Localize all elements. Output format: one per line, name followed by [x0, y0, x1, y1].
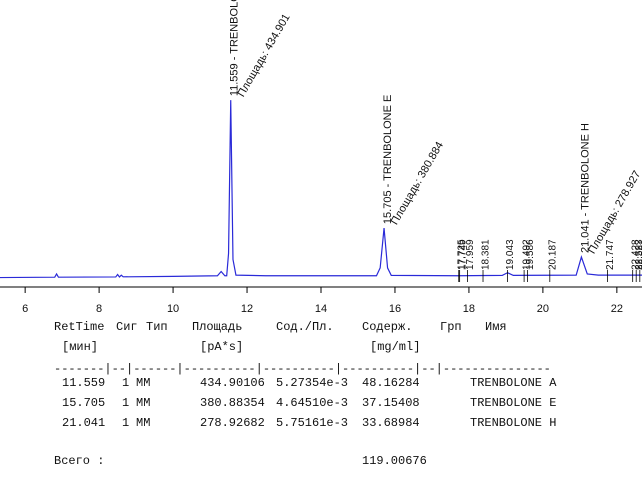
separator: -------|--|------|----------|----------|…: [54, 362, 551, 376]
column-unit: [mg/ml]: [370, 340, 421, 354]
column-header: Площадь: [192, 320, 243, 334]
peak-label: 22.428: [630, 239, 641, 270]
column-header: Содерж.: [362, 320, 413, 334]
peak-label: 19.492: [522, 239, 533, 270]
x-tick-label: 10: [167, 303, 179, 315]
table-cell: 4.64510e-3: [276, 396, 349, 410]
column-header: Сиг: [116, 320, 138, 334]
peak-label: 17.959: [465, 239, 476, 270]
peak-label: 21.747: [605, 239, 616, 270]
column-unit: [мин]: [62, 340, 99, 354]
table-cell: 11.559: [62, 376, 106, 390]
peak-label: 22.523: [634, 239, 642, 270]
table-cell: 5.27354e-3: [276, 376, 349, 390]
signal-trace: [0, 100, 642, 279]
column-header: Сод./Пл.: [276, 320, 334, 334]
table-cell: 1: [122, 396, 130, 410]
peak-label: 18.381: [481, 239, 492, 270]
table-cell: 15.705: [62, 396, 106, 410]
table-cell: MM: [136, 376, 151, 390]
table-cell: TRENBOLONE E: [470, 396, 557, 410]
peak-label: 19.586: [525, 239, 536, 270]
table-cell: 380.88354: [200, 396, 265, 410]
total-label: Всего :: [54, 454, 105, 468]
table-cell: 48.16284: [362, 376, 420, 390]
total-value: 119.00676: [362, 454, 427, 468]
peak-label: 15.705 - TRENBOLONE E: [382, 95, 394, 224]
peak-label: 17.749: [457, 239, 468, 270]
table-cell: 37.15408: [362, 396, 420, 410]
table-cell: TRENBOLONE A: [470, 376, 557, 390]
peak-label: 19.043: [505, 239, 516, 270]
table-cell: 1: [122, 416, 130, 430]
table-cell: MM: [136, 396, 151, 410]
column-unit: [pA*s]: [200, 340, 244, 354]
peak-label: 20.187: [547, 239, 558, 270]
x-tick-label: 14: [315, 303, 327, 315]
x-tick-label: 8: [96, 303, 102, 315]
x-tick-label: 18: [463, 303, 475, 315]
peak-label: 11.559 - TRENBOLONE A: [229, 0, 241, 96]
x-tick-label: 22: [611, 303, 623, 315]
table-cell: 21.041: [62, 416, 106, 430]
column-header: Имя: [485, 320, 507, 334]
table-cell: TRENBOLONE H: [470, 416, 557, 430]
x-tick-label: 6: [22, 303, 28, 315]
column-header: Грп: [440, 320, 462, 334]
x-tick-label: 20: [537, 303, 549, 315]
x-tick-label: 12: [241, 303, 253, 315]
column-header: Тип: [146, 320, 168, 334]
peak-label: 22.621: [637, 239, 642, 270]
peak-label: 17.725: [456, 239, 467, 270]
table-cell: 278.92682: [200, 416, 265, 430]
column-header: RetTime: [54, 320, 105, 334]
x-tick-label: 16: [389, 303, 401, 315]
peak-label: 21.041 - TRENBOLONE H: [579, 123, 591, 253]
table-cell: 434.90106: [200, 376, 265, 390]
table-cell: MM: [136, 416, 151, 430]
table-cell: 1: [122, 376, 130, 390]
table-cell: 33.68984: [362, 416, 420, 430]
table-cell: 5.75161e-3: [276, 416, 349, 430]
